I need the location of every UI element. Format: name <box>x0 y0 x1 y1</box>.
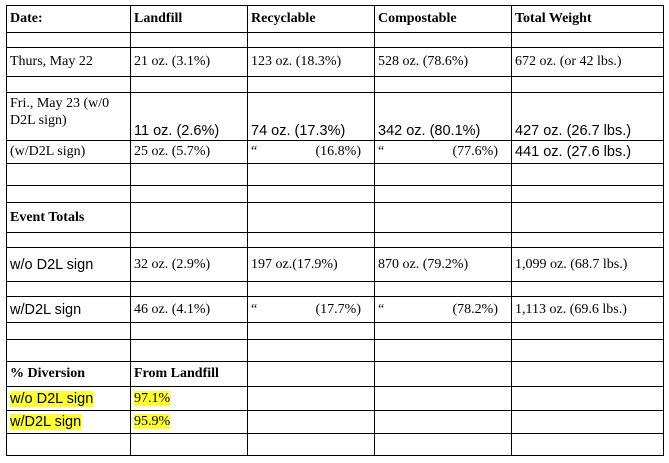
highlighted-text: w/D2L sign <box>10 414 82 430</box>
cell: 427 oz. (26.7 lbs.) <box>511 92 664 141</box>
row: w/o D2L sign 97.1% <box>6 386 664 411</box>
empty-row <box>6 433 664 456</box>
empty-row <box>6 339 664 362</box>
header-cell: Total Weight <box>511 5 664 33</box>
ditto-mark: “ <box>378 301 385 317</box>
header-cell: From Landfill <box>130 361 248 387</box>
cell: 1,099 oz. (68.7 lbs.) <box>511 247 664 282</box>
cell: 123 oz. (18.3%) <box>247 47 375 77</box>
row: % Diversion From Landfill <box>6 361 664 387</box>
cell-text: (77.6%) <box>452 144 499 159</box>
cell-text: (78.2%) <box>452 301 499 317</box>
header-row: Date: Landfill Recyclable Compostable To… <box>6 5 664 33</box>
cell: “ (78.2%) <box>374 296 512 323</box>
highlighted-text: 95.9% <box>134 414 171 429</box>
cell: 25 oz. (5.7%) <box>130 140 248 164</box>
empty-row <box>6 163 664 186</box>
cell: w/o D2L sign <box>6 247 131 282</box>
cell: 870 oz. (79.2%) <box>374 247 512 282</box>
cell: 95.9% <box>130 410 248 434</box>
empty-row <box>6 32 664 48</box>
header-cell: Recyclable <box>247 5 375 33</box>
empty-row <box>6 185 664 203</box>
cell: 672 oz. (or 42 lbs.) <box>511 47 664 77</box>
cell-text: (16.8%) <box>315 144 362 159</box>
data-table: Date: Landfill Recyclable Compostable To… <box>6 5 664 456</box>
row: Thurs, May 22 21 oz. (3.1%) 123 oz. (18.… <box>6 47 664 77</box>
header-cell: Compostable <box>374 5 512 33</box>
row: Fri., May 23 (w/0 D2L sign) 11 oz. (2.6%… <box>6 92 664 141</box>
cell-text: (17.7%) <box>315 301 362 317</box>
empty-row <box>6 76 664 93</box>
cell: “ (77.6%) <box>374 140 512 164</box>
cell: “ (16.8%) <box>247 140 375 164</box>
cell: 528 oz. (78.6%) <box>374 47 512 77</box>
cell: 441 oz. (27.6 lbs.) <box>511 140 664 164</box>
cell: 21 oz. (3.1%) <box>130 47 248 77</box>
cell: 11 oz. (2.6%) <box>130 92 248 141</box>
row: w/D2L sign 95.9% <box>6 410 664 434</box>
header-cell: Date: <box>6 5 131 33</box>
cell: 342 oz. (80.1%) <box>374 92 512 141</box>
cell: 46 oz. (4.1%) <box>130 296 248 323</box>
highlighted-text: w/o D2L sign <box>10 390 94 407</box>
cell: Thurs, May 22 <box>6 47 131 77</box>
header-cell: % Diversion <box>6 361 131 387</box>
ditto-mark: “ <box>251 301 258 317</box>
empty-row <box>6 281 664 297</box>
cell: 97.1% <box>130 386 248 411</box>
header-cell: Landfill <box>130 5 248 33</box>
section-row: Event Totals <box>6 202 664 233</box>
cell: (w/D2L sign) <box>6 140 131 164</box>
ditto-mark: “ <box>378 144 385 159</box>
cell: “ (17.7%) <box>247 296 375 323</box>
row: w/D2L sign 46 oz. (4.1%) “ (17.7%) “ (78.2… <box>6 296 664 323</box>
row: (w/D2L sign) 25 oz. (5.7%) “ (16.8%) “ (77… <box>6 140 664 164</box>
section-title: Event Totals <box>6 202 131 233</box>
cell: w/D2L sign <box>6 410 131 434</box>
cell: 74 oz. (17.3%) <box>247 92 375 141</box>
empty-row <box>6 232 664 248</box>
cell: w/D2L sign <box>6 296 131 323</box>
ditto-mark: “ <box>251 144 258 159</box>
cell: w/o D2L sign <box>6 386 131 411</box>
empty-row <box>6 322 664 340</box>
cell: 1,113 oz. (69.6 lbs.) <box>511 296 664 323</box>
highlighted-text: 97.1% <box>134 390 171 406</box>
cell: 32 oz. (2.9%) <box>130 247 248 282</box>
row: w/o D2L sign 32 oz. (2.9%) 197 oz.(17.9%… <box>6 247 664 282</box>
cell: Fri., May 23 (w/0 D2L sign) <box>6 92 131 141</box>
cell: 197 oz.(17.9%) <box>247 247 375 282</box>
